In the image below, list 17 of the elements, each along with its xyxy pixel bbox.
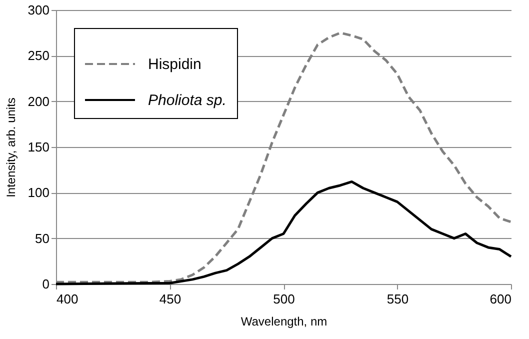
x-tick-label: 400 <box>56 292 78 306</box>
x-tick-label: 450 <box>159 292 182 306</box>
y-axis-title: Intensity, arb. units <box>4 98 18 198</box>
y-tick-label: 200 <box>28 94 50 109</box>
line-series <box>54 180 512 286</box>
y-tick-label: 300 <box>28 2 50 18</box>
y-tick-label: 100 <box>28 185 50 200</box>
x-tick-label: 600 <box>490 292 512 306</box>
x-tick-label: 550 <box>386 292 409 306</box>
y-tick-label: 250 <box>28 48 50 64</box>
y-tick-label: 0 <box>42 276 50 292</box>
legend-label: Pholiota sp. <box>148 92 226 109</box>
legend-label: Hispidin <box>148 56 202 73</box>
x-tick-label: 500 <box>273 292 295 306</box>
y-tick-label: 50 <box>35 230 50 246</box>
x-axis-title: Wavelength, nm <box>240 314 328 328</box>
y-tick-label: 150 <box>28 140 50 154</box>
